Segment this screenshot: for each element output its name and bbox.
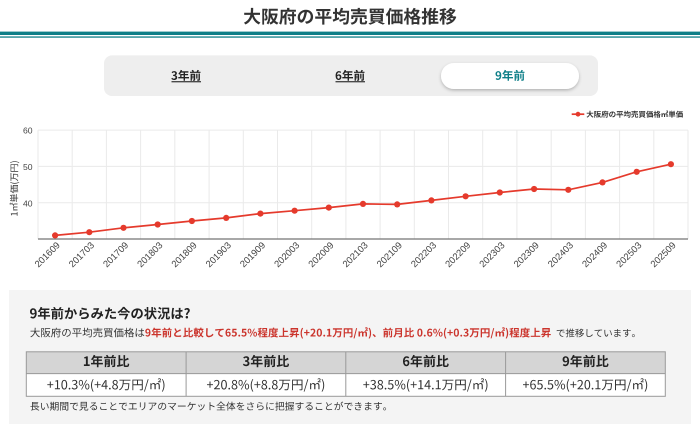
svg-text:50: 50 bbox=[23, 162, 33, 172]
svg-text:40: 40 bbox=[23, 198, 33, 208]
svg-text:60: 60 bbox=[23, 126, 33, 136]
